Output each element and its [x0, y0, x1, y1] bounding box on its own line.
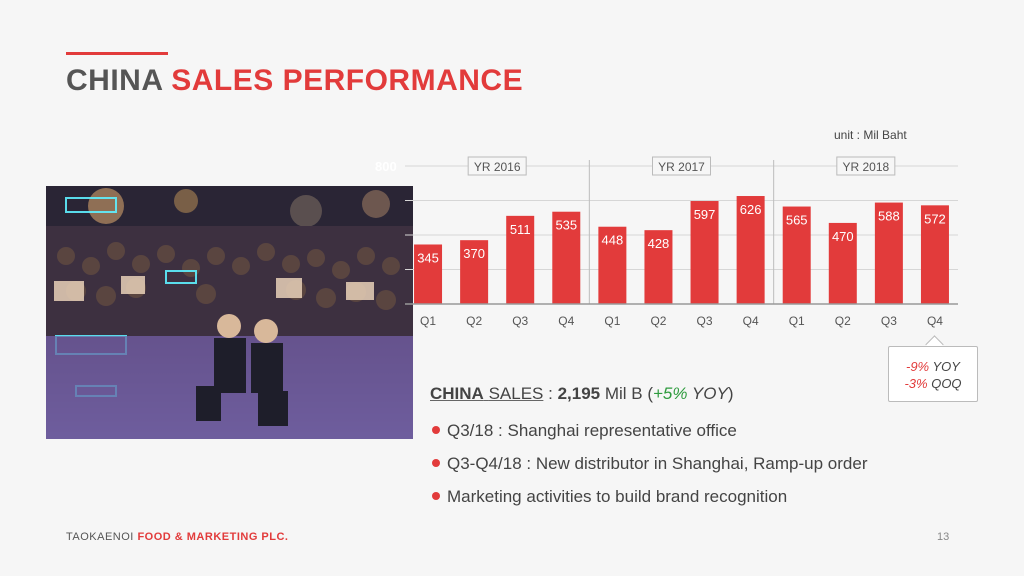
year-group-label: YR 2018	[842, 160, 889, 174]
page-title: CHINA SALES PERFORMANCE	[66, 64, 523, 98]
bar-value-label: 370	[463, 246, 485, 261]
qoq-line: -3% QOQ	[889, 375, 977, 392]
bar-value-label: 626	[740, 202, 762, 217]
footer-company-a: TAOKAENOI	[66, 531, 134, 543]
x-tick-label: Q3	[512, 314, 528, 328]
bar-value-label: 565	[786, 213, 808, 228]
x-tick-label: Q2	[835, 314, 851, 328]
page-title-part2: SALES PERFORMANCE	[171, 64, 524, 97]
bar	[782, 206, 811, 304]
title-accent-line	[66, 52, 168, 55]
bullet-text: Q3-Q4/18 : New distributor in Shanghai, …	[447, 454, 868, 473]
x-tick-label: Q1	[420, 314, 436, 328]
year-label-box	[652, 156, 711, 176]
bar-value-label: 470	[832, 229, 854, 244]
bar	[460, 240, 489, 304]
year-group-label: YR 2016	[474, 160, 521, 174]
year-label-box	[467, 156, 527, 176]
x-tick-label: Q1	[604, 314, 620, 328]
x-tick-label: Q2	[650, 314, 666, 328]
summary-growth-label: YOY	[687, 384, 728, 403]
bar-value-label: 535	[555, 218, 577, 233]
summary-label: CHINA SALES	[430, 384, 543, 403]
bar	[874, 202, 903, 304]
footer-company-b: FOOD & MARKETING PLC.	[137, 531, 289, 543]
summary-sep: :	[543, 384, 558, 403]
summary-label-a: CHINA	[430, 384, 484, 403]
china-sales-summary: CHINA SALES : 2,195 Mil B (+5% YOY)	[430, 384, 734, 404]
qoq-value: -3%	[904, 376, 928, 391]
bullet-text: Q3/18 : Shanghai representative office	[447, 421, 737, 440]
summary-label-b: SALES	[488, 384, 544, 403]
x-tick-label: Q4	[743, 314, 759, 328]
list-item: Marketing activities to build brand reco…	[432, 486, 867, 519]
year-group-label: YR 2017	[658, 160, 705, 174]
bar	[552, 211, 581, 304]
x-tick-label: Q4	[558, 314, 574, 328]
bar	[598, 226, 627, 304]
bar	[736, 196, 765, 304]
qoq-label: QOQ	[931, 376, 962, 391]
yoy-line: -9% YOY	[889, 358, 977, 375]
bullet-dot-icon	[432, 458, 440, 467]
bar	[920, 205, 949, 304]
page-title-part1: CHINA	[66, 64, 163, 97]
bar-value-label: 428	[648, 236, 670, 251]
bar-value-label: 448	[602, 233, 624, 248]
bar-value-label: 345	[417, 250, 439, 265]
q4-change-callout: -9% YOY -3% QOQ	[888, 346, 978, 402]
page-number: 13	[937, 531, 950, 543]
crowd-event-photo	[46, 186, 413, 439]
highlights-list: Q3/18 : Shanghai representative office Q…	[432, 420, 867, 519]
summary-close: )	[727, 384, 734, 403]
list-item: Q3-Q4/18 : New distributor in Shanghai, …	[432, 453, 867, 486]
summary-growth: +5%	[653, 384, 688, 403]
year-label-box	[836, 156, 896, 176]
bar-value-label: 597	[694, 207, 716, 222]
x-tick-label: Q1	[789, 314, 805, 328]
bar-value-label: 588	[878, 209, 900, 224]
bar-value-label: 511	[510, 222, 531, 237]
yoy-value: -9%	[906, 359, 930, 374]
list-item: Q3/18 : Shanghai representative office	[432, 420, 867, 453]
x-tick-label: Q4	[927, 314, 943, 328]
bullet-dot-icon	[432, 491, 440, 500]
bar	[414, 244, 443, 304]
unit-label: unit : Mil Baht	[834, 128, 907, 142]
summary-value: 2,195	[557, 384, 601, 403]
y-axis-top-label: 800	[375, 159, 397, 174]
bar	[644, 230, 673, 304]
bar	[828, 222, 857, 304]
bullet-dot-icon	[432, 425, 440, 434]
summary-unit: Mil B (	[600, 384, 653, 403]
x-tick-label: Q3	[881, 314, 897, 328]
x-tick-label: Q3	[697, 314, 713, 328]
footer-company: TAOKAENOI FOOD & MARKETING PLC.	[66, 531, 289, 543]
yoy-label: YOY	[932, 359, 960, 374]
bar	[506, 215, 535, 304]
bar	[690, 201, 719, 304]
bar-value-label: 572	[924, 211, 946, 226]
bullet-text: Marketing activities to build brand reco…	[447, 487, 788, 506]
x-tick-label: Q2	[466, 314, 482, 328]
quarterly-sales-bar-chart: 800 345 Q1 370 Q2 511 Q3 535 Q4 448 Q1 428 Q2 597 Q3 62…	[375, 156, 958, 328]
